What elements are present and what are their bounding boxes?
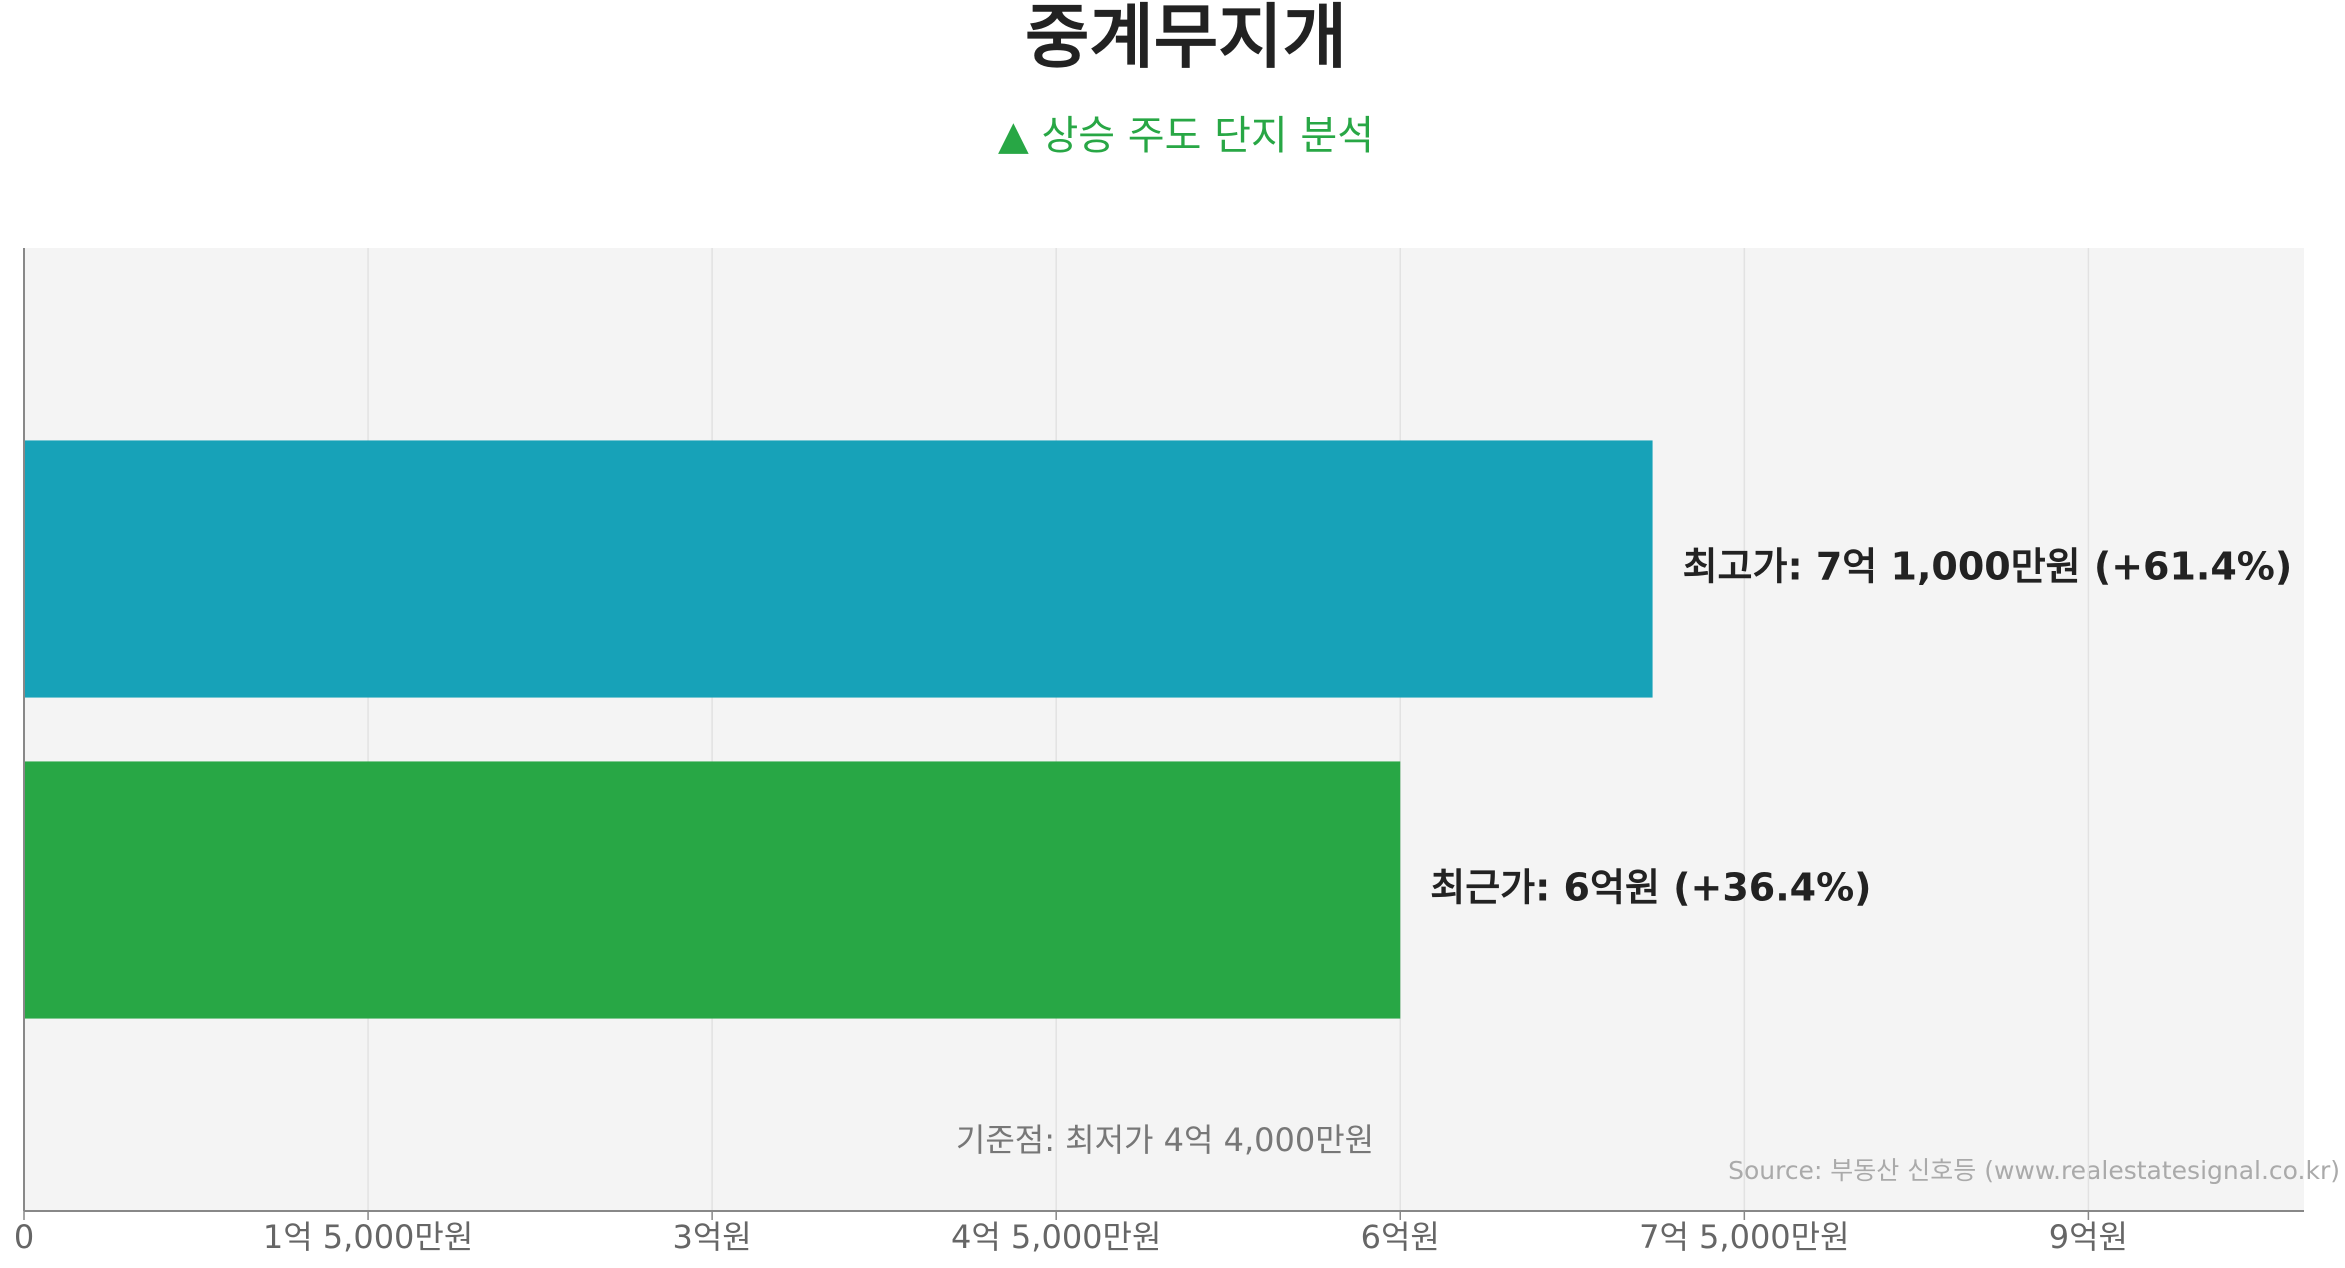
source: Source: 부동산 신호등 (www.realestatesignal.co… [1728,1156,2340,1185]
chart-title: 중계무지개 [1025,0,1347,78]
x-tick-label: 9억원 [2049,1218,2128,1256]
plot-background [24,248,2304,1211]
x-tick-label: 3억원 [673,1218,752,1256]
bar [24,440,1653,698]
x-tick-label: 6억원 [1361,1218,1440,1256]
x-tick-label: 0 [14,1218,34,1256]
value-label: 최고가: 7억 1,000만원 (+61.4%) [1683,545,2293,589]
x-tick-label: 7억 5,000만원 [1639,1218,1849,1256]
value-label: 최근가: 6억원 (+36.4%) [1430,866,1871,910]
annotation: 기준점: 최저가 4억 4,000만원 [956,1121,1374,1159]
bar [24,761,1401,1019]
chart-subtitle: ▲ 상승 주도 단지 분석 [998,113,1374,159]
x-tick-label: 4억 5,000만원 [951,1218,1161,1256]
x-tick-label: 1억 5,000만원 [263,1218,473,1256]
